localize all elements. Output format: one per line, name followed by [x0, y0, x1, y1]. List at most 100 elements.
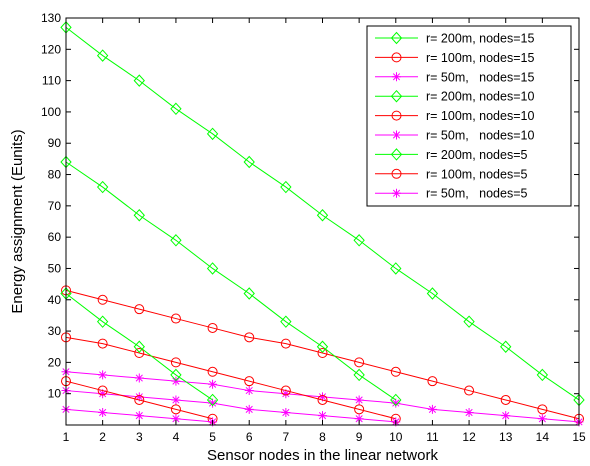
data-point — [134, 394, 145, 405]
data-point — [170, 368, 182, 382]
x-tick-label: 2 — [99, 430, 106, 444]
data-point — [97, 385, 108, 396]
y-tick-label: 80 — [48, 168, 62, 182]
data-point — [96, 180, 109, 194]
x-tick-label: 10 — [389, 430, 403, 444]
legend-entry: r= 50m, nodes=5 — [375, 187, 528, 201]
data-point — [280, 338, 291, 349]
y-axis-label: Energy assignment (Eunits) — [9, 129, 26, 313]
data-point — [536, 368, 549, 382]
legend-label: r= 100m, nodes=10 — [426, 109, 534, 123]
legend-entry: r= 50m, nodes=15 — [375, 70, 534, 84]
series-line — [65, 26, 580, 401]
data-point — [96, 315, 109, 328]
legend-entry: r= 100m, nodes=5 — [375, 167, 528, 181]
data-point — [427, 404, 437, 414]
data-point — [244, 332, 255, 343]
data-point — [134, 411, 144, 421]
data-point — [464, 407, 474, 417]
series-4 — [60, 155, 402, 407]
data-point — [426, 287, 439, 300]
data-point — [280, 180, 292, 194]
data-point — [316, 208, 329, 222]
series-5 — [61, 332, 401, 424]
x-tick-label: 9 — [356, 430, 363, 444]
data-point — [98, 407, 108, 417]
data-point — [427, 376, 438, 387]
data-point — [97, 294, 108, 305]
data-point — [171, 376, 181, 386]
data-point — [318, 411, 327, 421]
data-point — [318, 392, 327, 402]
data-point — [96, 49, 109, 62]
y-tick-label: 100 — [41, 105, 61, 119]
data-point — [537, 414, 547, 424]
data-point — [354, 395, 364, 405]
legend-entry: r= 50m, nodes=10 — [375, 129, 534, 143]
y-tick-label: 10 — [48, 387, 62, 401]
x-tick-label: 6 — [246, 430, 253, 444]
data-point — [170, 313, 181, 324]
data-point — [133, 208, 145, 222]
data-point — [280, 315, 292, 328]
data-point — [354, 357, 365, 368]
data-point — [243, 155, 255, 169]
series-line — [65, 380, 213, 420]
x-tick-label: 4 — [173, 430, 180, 444]
legend-marker — [392, 130, 401, 140]
x-tick-label: 8 — [319, 430, 326, 444]
series-line — [65, 293, 213, 401]
data-point — [281, 407, 291, 417]
legend-marker — [390, 31, 403, 45]
series-line — [65, 336, 396, 420]
data-point — [317, 394, 328, 405]
legend: r= 200m, nodes=15 r= 100m, nodes=15 r= 50m… — [366, 25, 572, 207]
data-point — [170, 357, 181, 368]
y-tick-label: 90 — [48, 136, 62, 150]
data-point — [244, 376, 255, 387]
data-point — [353, 368, 365, 382]
y-tick-label: 40 — [48, 293, 62, 307]
x-axis-label: Sensor nodes in the linear network — [207, 447, 438, 464]
y-tick-label: 30 — [48, 324, 62, 338]
data-point — [206, 393, 219, 407]
data-point — [280, 385, 291, 396]
series-line — [65, 161, 397, 401]
data-point — [390, 366, 401, 377]
series-line — [65, 289, 580, 420]
data-point — [206, 127, 219, 141]
x-tick-label: 11 — [426, 430, 439, 444]
data-point — [170, 404, 181, 415]
data-point — [207, 366, 218, 377]
legend-entry: r= 200m, nodes=15 — [375, 32, 534, 46]
data-point — [134, 347, 145, 358]
data-point — [208, 398, 218, 408]
data-point — [206, 262, 219, 275]
data-point — [207, 322, 218, 333]
data-point — [316, 340, 329, 353]
data-point — [208, 379, 218, 389]
x-tick-label: 14 — [536, 430, 550, 444]
data-point — [244, 404, 254, 414]
y-tick-label: 60 — [48, 230, 62, 244]
x-tick-label: 13 — [499, 430, 513, 444]
legend-label: r= 50m, nodes=10 — [426, 129, 534, 143]
data-point — [171, 395, 181, 405]
data-point — [391, 398, 401, 408]
data-point — [500, 394, 511, 405]
legend-marker — [391, 168, 402, 179]
x-tick-label: 12 — [462, 430, 476, 444]
data-point — [537, 404, 548, 415]
data-point — [354, 404, 365, 415]
y-tick-label: 110 — [42, 74, 61, 88]
data-point — [390, 393, 402, 407]
data-point — [243, 287, 255, 300]
series-layer — [60, 21, 585, 427]
data-point — [134, 373, 144, 383]
legend-marker — [390, 148, 403, 161]
data-point — [317, 347, 328, 358]
legend-label: r= 200m, nodes=5 — [426, 148, 528, 162]
data-point — [133, 340, 145, 353]
legend-label: r= 200m, nodes=15 — [426, 32, 534, 46]
